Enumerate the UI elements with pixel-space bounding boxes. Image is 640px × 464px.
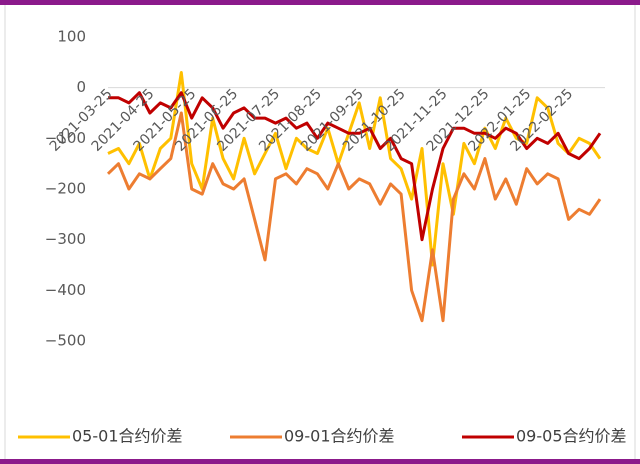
y-tick-label: 0	[76, 78, 86, 96]
series-line	[107, 71, 602, 267]
y-tick-label: −200	[45, 180, 86, 198]
frame	[4, 3, 636, 461]
legend-label: 09-01合约价差	[284, 427, 395, 446]
series-line	[106, 111, 602, 323]
top-border	[0, 0, 640, 5]
legend-label: 09-05合约价差	[516, 427, 627, 446]
y-tick-label: −300	[45, 230, 86, 248]
series-line	[108, 91, 602, 242]
y-tick-label: 100	[57, 28, 86, 46]
y-tick-label: −500	[45, 332, 86, 350]
legend-label: 05-01合约价差	[72, 427, 183, 446]
y-tick-label: −400	[45, 281, 86, 299]
bottom-border	[0, 459, 640, 464]
y-tick-label: −100	[45, 129, 86, 147]
